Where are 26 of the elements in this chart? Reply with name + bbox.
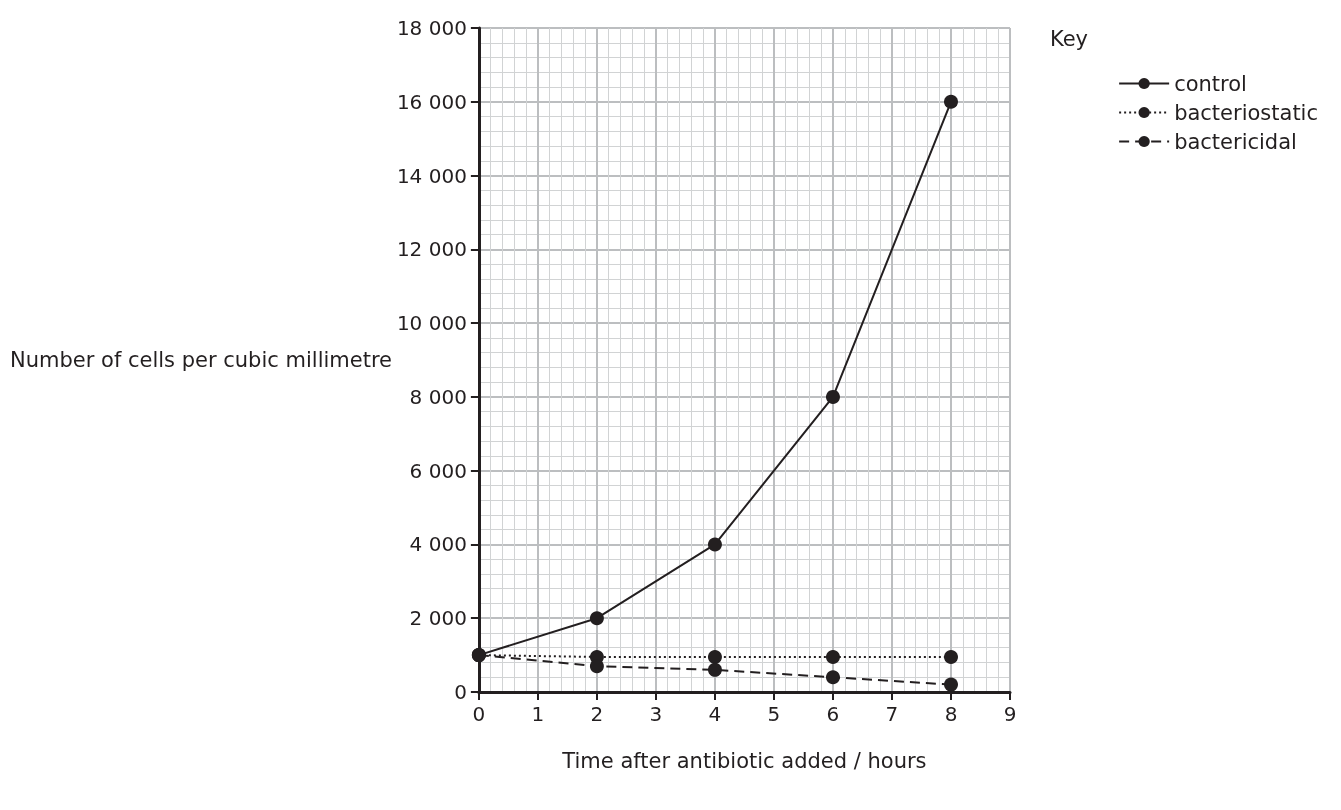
y-tick-label: 10 000 <box>396 311 467 336</box>
y-tick-label: 18 000 <box>396 16 467 40</box>
x-tick-label: 5 <box>767 702 781 726</box>
x-tick-label: 4 <box>708 702 722 726</box>
x-tick-label: 0 <box>472 702 486 726</box>
y-tick-label: 4 000 <box>409 532 467 557</box>
x-tick-label: 3 <box>649 702 663 726</box>
legend-label: bacteriostatic <box>1174 100 1318 125</box>
x-tick-label: 7 <box>885 702 899 726</box>
y-tick-label: 0 <box>454 680 467 704</box>
y-tick-label: 14 000 <box>396 163 467 188</box>
y-tick-label: 16 000 <box>396 89 467 114</box>
x-tick-label: 9 <box>1003 702 1017 726</box>
legend-title: Key <box>1049 26 1089 51</box>
x-tick-label: 2 <box>590 702 604 726</box>
legend-label: control <box>1174 71 1247 96</box>
y-tick-label: 2 000 <box>409 606 467 631</box>
y-tick-label: 6 000 <box>409 458 467 483</box>
x-tick-label: 1 <box>531 702 545 726</box>
legend-label: bactericidal <box>1174 129 1297 154</box>
y-tick-label: 12 000 <box>396 237 467 262</box>
y-axis-title: Number of cells per cubic millimetre <box>10 348 392 372</box>
x-axis-title: Time after antibiotic added / hours <box>561 749 927 773</box>
y-tick-label: 8 000 <box>409 384 467 409</box>
x-tick-label: 8 <box>944 702 958 726</box>
x-tick-label: 6 <box>826 702 840 726</box>
